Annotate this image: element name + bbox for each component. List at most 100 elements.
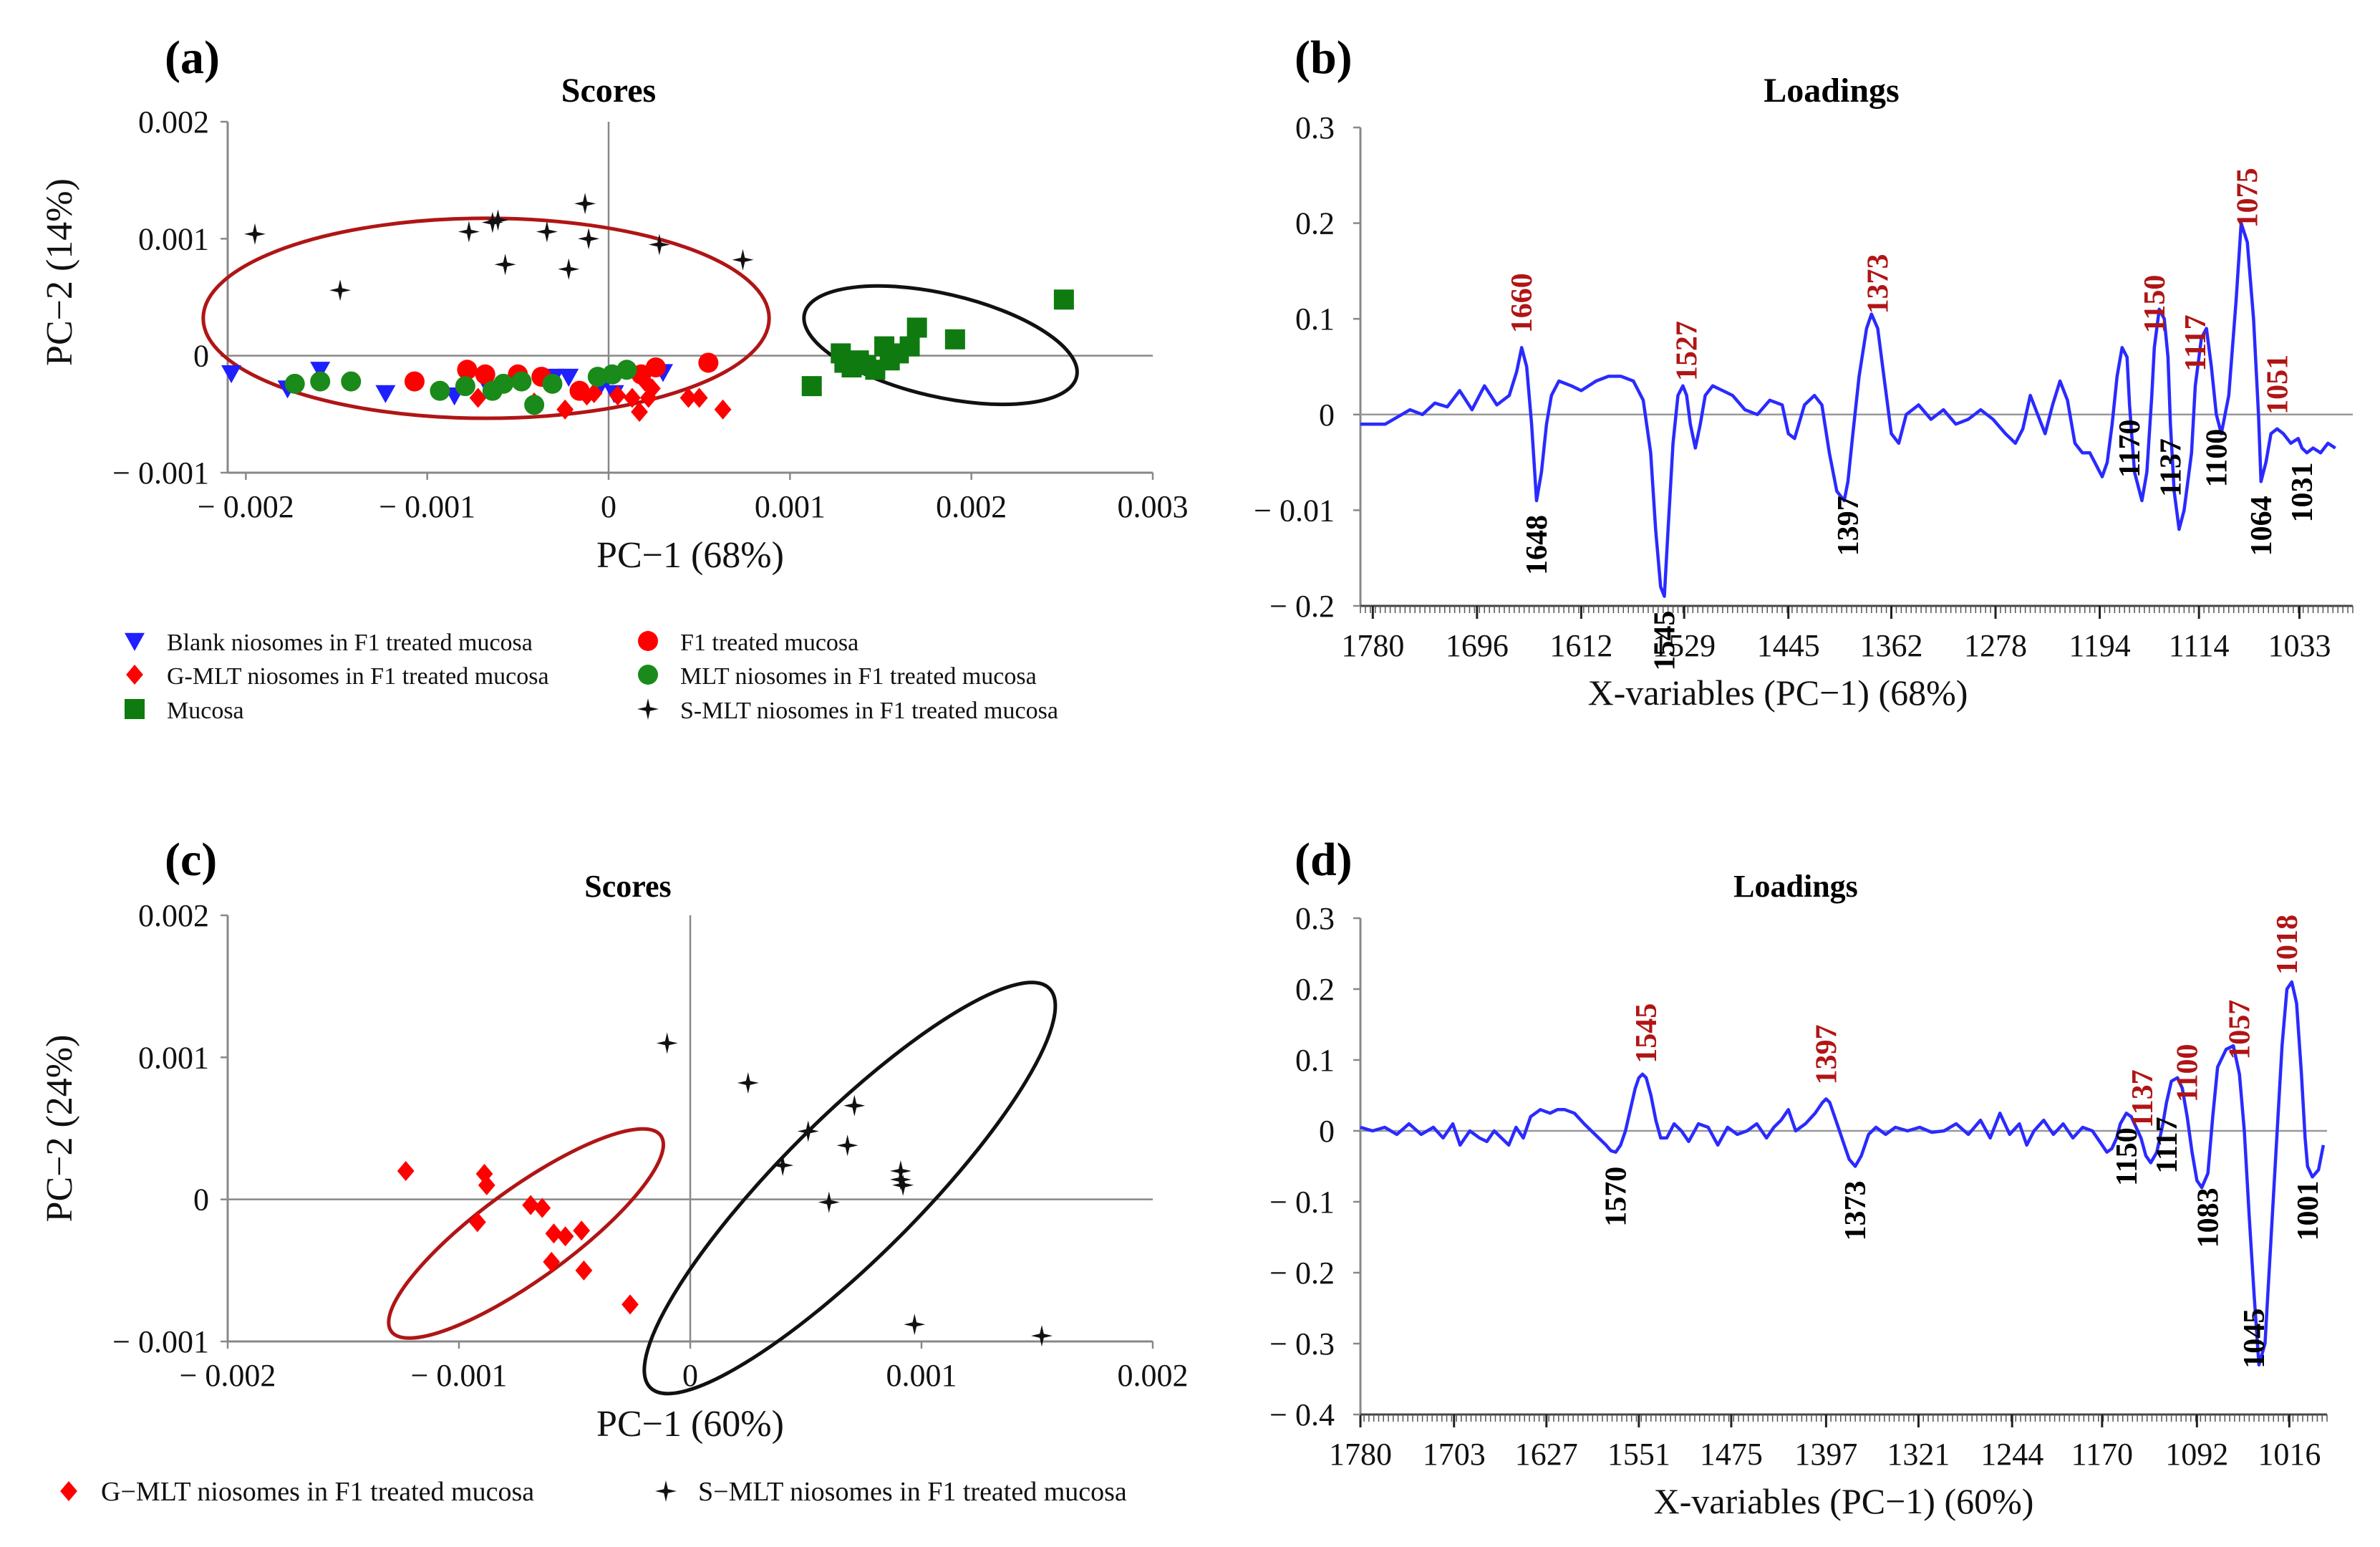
data-point: [404, 371, 425, 392]
data-point: [889, 1168, 911, 1190]
panel-tag-c: (c): [165, 834, 217, 886]
y-tick-label: − 0.3: [1269, 1326, 1335, 1362]
peak-label-positive: 1137: [2127, 1069, 2159, 1128]
peak-label-negative: 1648: [1521, 515, 1554, 575]
peak-label-positive: 1018: [2271, 915, 2304, 975]
x-tick-label: 1612: [1549, 628, 1612, 663]
cluster-ellipse-red: [387, 1127, 665, 1340]
data-point: [468, 1212, 486, 1233]
y-tick-label: − 0.2: [1269, 1256, 1335, 1291]
data-point: [221, 365, 242, 384]
data-point: [511, 371, 532, 392]
peak-label-negative: 1373: [1839, 1181, 1872, 1241]
peak-label-positive: 1051: [2261, 355, 2294, 415]
data-point: [899, 336, 920, 357]
data-point: [585, 382, 603, 403]
data-point: [543, 1251, 561, 1272]
data-point: [493, 373, 514, 394]
data-point: [341, 371, 362, 392]
data-point: [458, 221, 480, 243]
data-point: [690, 387, 708, 408]
peak-label-negative: 1570: [1600, 1167, 1633, 1227]
legend-marker: [126, 665, 143, 685]
y-tick-label: − 0.01: [1254, 493, 1335, 528]
data-point: [944, 329, 965, 350]
legend-label: F1 treated mucosa: [680, 630, 858, 656]
peak-label-negative: 1045: [2238, 1309, 2271, 1369]
y-tick-label: − 0.001: [112, 456, 209, 491]
cluster-ellipse-black: [642, 980, 1058, 1396]
panel-tag-b: (b): [1295, 32, 1353, 84]
y-tick-label: 0.1: [1295, 1043, 1335, 1078]
peak-label-negative: 1001: [2292, 1181, 2325, 1241]
legend-marker: [655, 1480, 677, 1502]
legend-marker: [125, 699, 145, 719]
data-point: [631, 402, 648, 423]
data-point: [1053, 289, 1074, 310]
data-point: [573, 1220, 591, 1241]
data-point: [533, 1197, 551, 1218]
data-point: [430, 380, 450, 401]
data-point: [558, 368, 579, 387]
data-point: [624, 387, 641, 408]
legend-label: Blank niosomes in F1 treated mucosa: [167, 630, 533, 656]
data-point: [310, 362, 331, 380]
data-point: [843, 1094, 866, 1117]
legend-marker: [638, 631, 658, 651]
y-tick-label: 0.001: [138, 1040, 209, 1075]
x-tick-label: 1780: [1341, 628, 1404, 663]
x-tick-label: 1696: [1446, 628, 1509, 663]
x-tick-label: 1244: [1980, 1437, 2043, 1472]
panel-title-b: Loadings: [1764, 72, 1899, 110]
x-tick-label: 0: [601, 489, 616, 524]
data-point: [556, 399, 574, 420]
peak-label-negative: 1545: [1648, 611, 1681, 671]
peak-label-negative: 1100: [2200, 429, 2233, 488]
x-tick-label: − 0.002: [198, 489, 294, 524]
legend-marker: [637, 698, 659, 720]
legend-c: G−MLT niosomes in F1 treated mucosa S−MLT…: [60, 1477, 1127, 1507]
x-tick-label: 1445: [1757, 628, 1820, 663]
data-point: [578, 228, 600, 250]
data-point: [643, 378, 661, 399]
y-tick-label: 0.3: [1295, 110, 1335, 145]
loadings-plot-b: 1780 1696 1612 1529 1445 1362 1278 1194 1114 1033…: [1254, 110, 2354, 713]
data-point: [818, 1191, 840, 1213]
peak-label-positive: 1545: [1630, 1003, 1663, 1064]
data-point: [574, 193, 596, 215]
y-tick-label: 0: [193, 1182, 209, 1218]
x-axis-title: X-variables (PC−1) (60%): [1654, 1481, 2034, 1521]
x-tick-label: 0.002: [936, 489, 1007, 524]
x-tick-label: 1033: [2268, 628, 2331, 663]
data-point: [797, 1120, 819, 1142]
data-point: [575, 1260, 593, 1281]
peak-label-positive: 1117: [2180, 314, 2212, 371]
panel-title-a: Scores: [561, 72, 656, 110]
data-point: [1031, 1325, 1053, 1347]
x-tick-label: 1529: [1653, 628, 1716, 663]
data-point: [801, 376, 822, 397]
data-point: [621, 1294, 639, 1315]
legend-label: G-MLT niosomes in F1 treated mucosa: [167, 663, 549, 690]
x-tick-label: 0: [682, 1358, 698, 1393]
data-point: [904, 1314, 926, 1336]
x-tick-label: 1475: [1700, 1437, 1763, 1472]
data-point: [737, 1072, 759, 1094]
data-point: [469, 387, 487, 408]
data-point: [645, 357, 666, 377]
y-tick-label: − 0.2: [1269, 589, 1335, 624]
x-tick-label: 1627: [1515, 1437, 1578, 1472]
data-point: [679, 387, 697, 408]
data-point: [892, 1174, 914, 1196]
peak-label-positive: 1057: [2224, 1000, 2257, 1060]
data-point: [616, 360, 637, 380]
peak-label-negative: 1083: [2192, 1187, 2225, 1248]
data-point: [714, 399, 732, 420]
legend-marker: [125, 632, 145, 651]
legend-a: Blank niosomes in F1 treated mucosa F1 tr…: [125, 630, 1058, 724]
data-point: [906, 317, 927, 338]
peak-label-positive: 1373: [1862, 254, 1895, 314]
scores-plot-a: − 0.002− 0.001 0 0.001 0.002 0.003− 0.00100.…: [39, 105, 1189, 576]
peak-label-negative: 1150: [2111, 1127, 2144, 1186]
